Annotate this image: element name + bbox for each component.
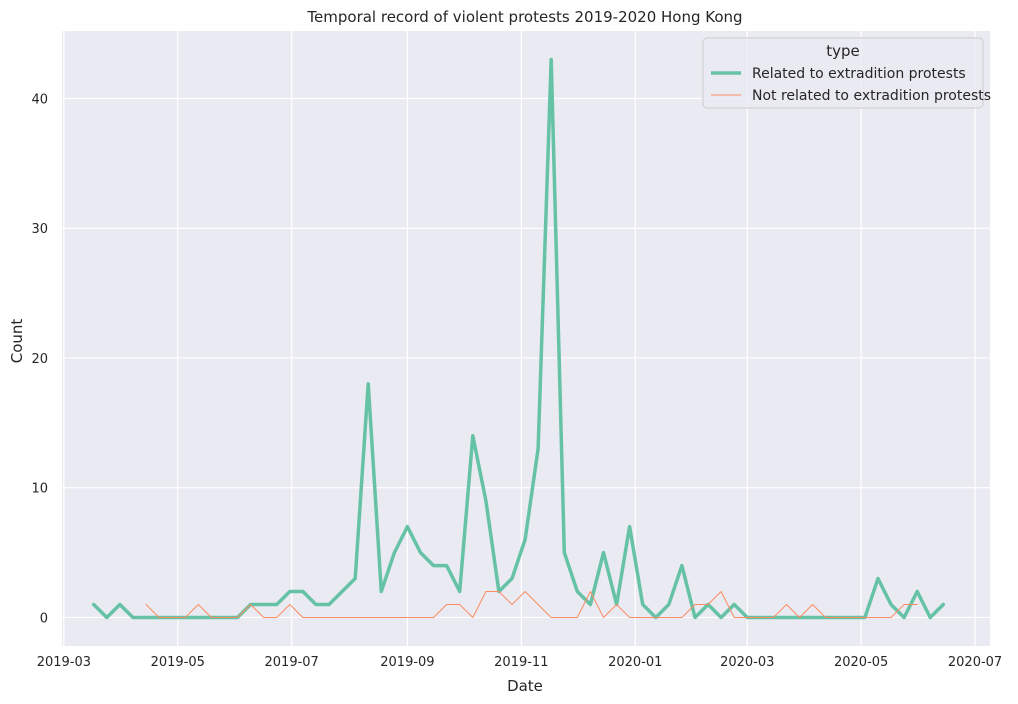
legend-title: type — [826, 42, 860, 60]
y-tick-label: 0 — [40, 611, 48, 626]
legend: type Related to extradition protests Not… — [702, 37, 991, 109]
x-tick-label: 2019-07 — [265, 655, 319, 670]
y-tick-label: 30 — [31, 222, 48, 237]
x-tick-label: 2019-03 — [37, 655, 91, 670]
x-tick-label: 2019-09 — [380, 655, 434, 670]
y-tick-label: 40 — [31, 92, 48, 107]
y-tick-label: 20 — [31, 352, 48, 367]
legend-label-related: Related to extradition protests — [752, 66, 966, 82]
x-tick-label: 2019-05 — [151, 655, 205, 670]
plot-area — [62, 31, 990, 646]
legend-label-not-related: Not related to extradition protests — [752, 88, 991, 104]
y-axis-label: Count — [8, 319, 26, 364]
y-axis-ticks: 0 10 20 30 40 — [31, 92, 48, 626]
legend-box — [702, 37, 984, 109]
series-lines — [91, 57, 946, 620]
x-tick-label: 2019-11 — [494, 655, 548, 670]
y-tick-label: 10 — [31, 482, 48, 497]
x-tick-label: 2020-01 — [608, 655, 662, 670]
x-axis-ticks: 2019-03 2019-05 2019-07 2019-09 2019-11 2020-… — [37, 655, 1003, 670]
series-line-not-related — [145, 591, 918, 618]
chart-title: Temporal record of violent protests 2019… — [306, 8, 742, 26]
x-tick-label: 2020-05 — [834, 655, 888, 670]
x-tick-label: 2020-03 — [720, 655, 774, 670]
x-axis-label: Date — [507, 677, 543, 695]
x-tick-label: 2020-07 — [948, 655, 1002, 670]
